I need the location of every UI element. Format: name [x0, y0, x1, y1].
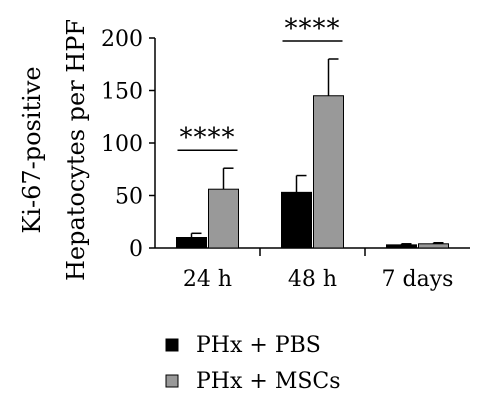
y-tick-label: 100 [101, 132, 143, 157]
x-tick-label: 48 h [288, 267, 337, 292]
y-tick-label: 0 [129, 237, 143, 262]
significance-label: **** [180, 123, 236, 153]
y-tick-label: 150 [101, 80, 143, 105]
bar [386, 244, 417, 249]
bar [313, 95, 344, 249]
y-axis-title-line-2: Hepatocytes per HPF [62, 19, 90, 281]
bar [281, 191, 312, 249]
legend-label: PHx + MSCs [196, 369, 341, 394]
significance-label: **** [285, 14, 341, 44]
legend-swatch [165, 338, 179, 352]
plot-area: 0 50 100 150 200 24 h 48 h 7 days **** **** [101, 14, 470, 292]
legend-label: PHx + PBS [196, 333, 321, 358]
x-tick-label: 24 h [183, 267, 232, 292]
bar [176, 237, 207, 249]
legend: PHx + PBS PHx + MSCs [165, 333, 341, 394]
bar [208, 188, 239, 249]
y-tick-label: 200 [101, 27, 143, 52]
legend-swatch [165, 374, 179, 388]
y-axis-title: Ki-67-positive Hepatocytes per HPF [18, 19, 90, 281]
y-axis-title-line-1: Ki-67-positive [18, 66, 46, 233]
y-tick-label: 50 [115, 185, 143, 210]
bar [418, 243, 449, 249]
x-tick-label: 7 days [382, 267, 454, 292]
